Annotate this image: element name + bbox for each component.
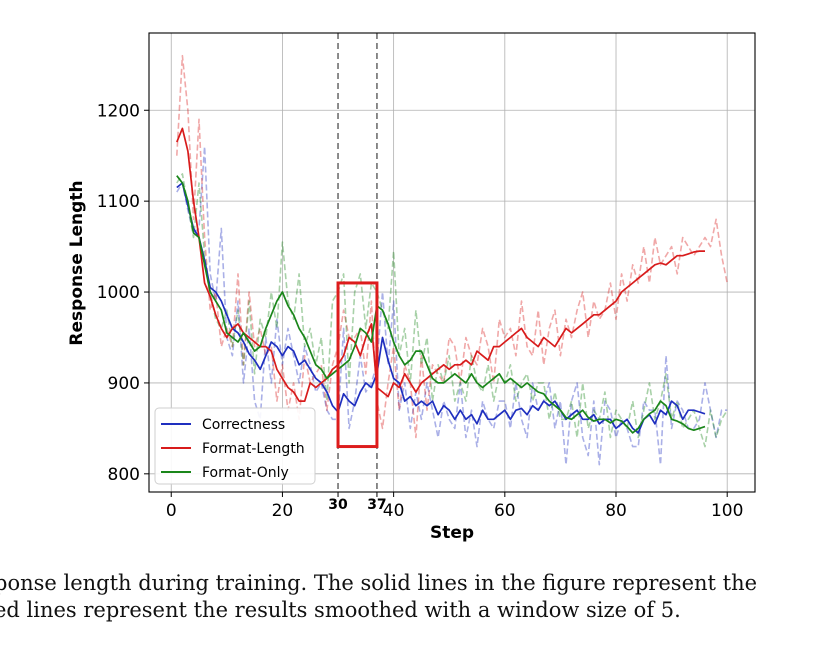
x-axis-label: Step (430, 523, 474, 543)
x-tick-label: 60 (494, 501, 516, 521)
figure-caption-line-1: ponse length during training. The solid … (0, 571, 758, 595)
smoothed-series-format-only (176, 175, 706, 434)
smoothed-series-correctness (176, 182, 706, 434)
line-chart: 0 20 40 60 80 100 30 37 800 900 1000 1100 1200 Step… (67, 32, 756, 543)
y-tick-label: 900 (108, 374, 140, 394)
x-axis-ticks: 0 20 40 60 80 100 30 37 (166, 492, 743, 521)
legend-label-format-length: Format-Length (202, 441, 305, 457)
y-tick-label: 1200 (97, 101, 140, 121)
smoothed-series-format-length (176, 127, 705, 402)
plot-frame (148, 32, 756, 493)
raw-series-format-only (176, 173, 728, 448)
x-tick-label: 40 (383, 501, 405, 521)
y-axis-label: Response Length (67, 180, 87, 345)
grid-lines (149, 33, 755, 492)
y-axis-ticks: 800 900 1000 1100 1200 (97, 101, 149, 485)
raw-series-lines (176, 54, 728, 466)
x-tick-label: 80 (605, 501, 627, 521)
x-tick-label: 0 (166, 501, 177, 521)
highlight-box (336, 281, 379, 449)
legend-box (154, 407, 316, 485)
y-tick-label: 1100 (97, 192, 140, 212)
x-tick-label: 20 (272, 501, 294, 521)
y-tick-label: 1000 (97, 283, 140, 303)
y-tick-label: 800 (108, 465, 140, 485)
smoothed-series-lines (176, 127, 706, 434)
highlight-markers (336, 33, 379, 492)
legend-label-format-only: Format-Only (202, 465, 289, 481)
x-tick-label-special: 37 (367, 497, 386, 513)
raw-series-format-length (176, 54, 728, 439)
raw-series-correctness (176, 145, 728, 466)
figure-caption-line-2: ed lines represent the results smoothed … (0, 598, 681, 622)
x-tick-label: 100 (711, 501, 743, 521)
legend-label-correctness: Correctness (202, 417, 285, 433)
x-tick-label-special: 30 (328, 497, 348, 513)
legend: Correctness Format-Length Format-Only (154, 407, 316, 485)
